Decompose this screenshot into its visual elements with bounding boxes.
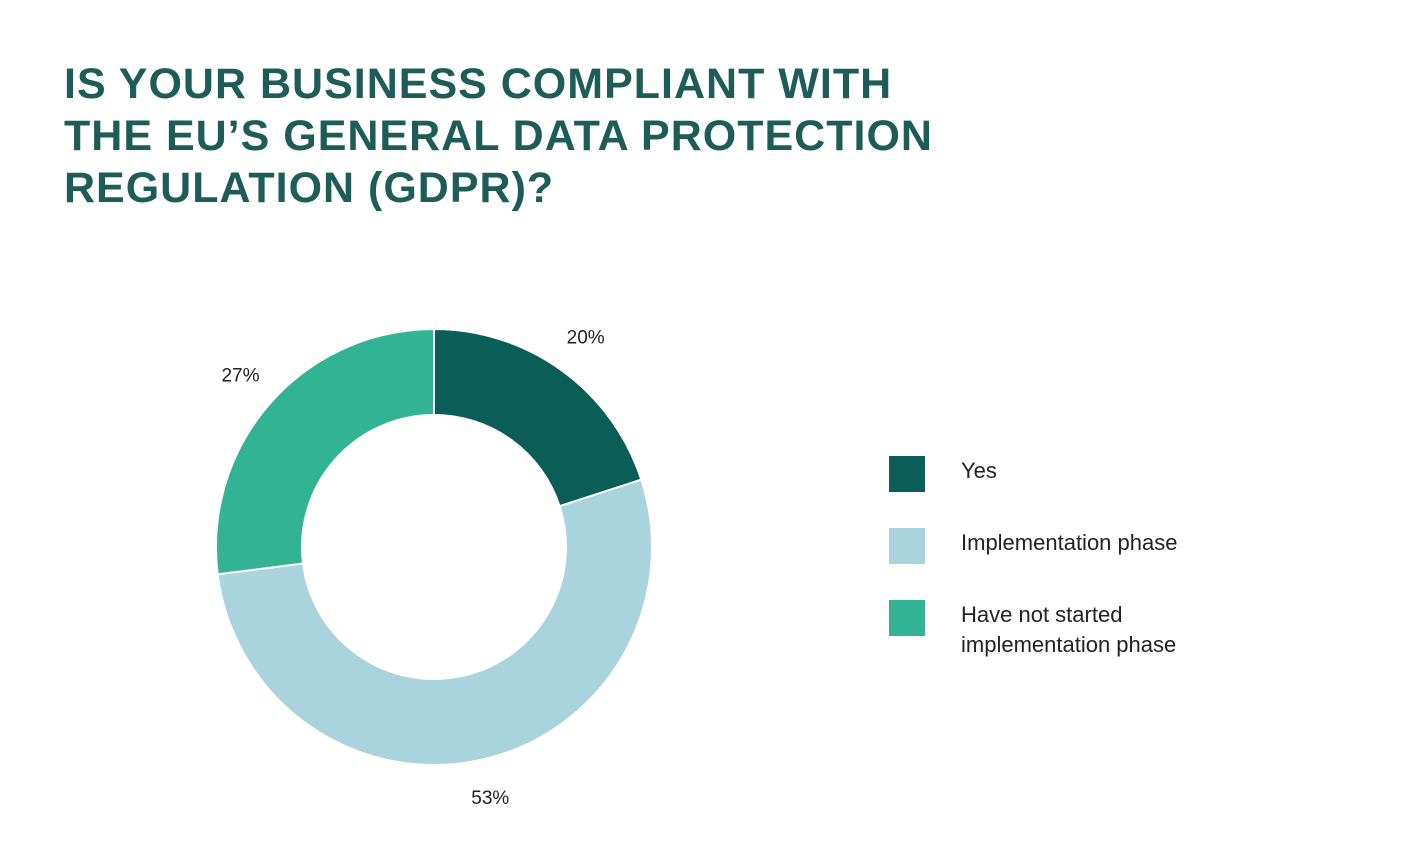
legend-label: Have not started implementation phase (961, 602, 1177, 657)
donut-segment (216, 478, 653, 767)
legend-item: Have not started implementation phase (889, 600, 1229, 660)
donut-segment (215, 327, 435, 576)
legend-label: Implementation phase (961, 530, 1178, 555)
legend-swatch (889, 528, 925, 564)
legend: Yes Implementation phase Have not started … (889, 456, 1229, 696)
legend-label: Yes (961, 458, 997, 483)
legend-swatch (889, 600, 925, 636)
donut-segment (433, 327, 643, 508)
legend-item: Implementation phase (889, 528, 1229, 564)
data-label: 27% (221, 365, 259, 386)
legend-swatch (889, 456, 925, 492)
legend-item: Yes (889, 456, 1229, 492)
chart-title: IS YOUR BUSINESS COMPLIANT WITH THE EU’S… (64, 60, 933, 212)
data-label: 20% (567, 327, 605, 348)
data-label: 53% (471, 788, 509, 809)
